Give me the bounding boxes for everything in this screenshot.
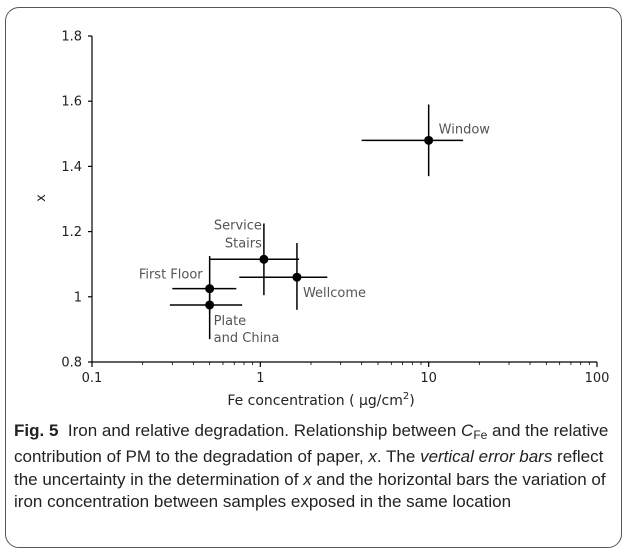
y-tick-label: 1.8 [61,30,82,45]
point-label: Service [214,218,262,233]
y-axis-label: x [34,194,49,202]
point-label: Stairs [225,236,262,251]
data-point [259,254,269,264]
data-point [292,272,302,282]
point-label: and China [214,331,280,346]
y-tick-label: 0.8 [61,356,82,371]
scatter-plot: 0.811.21.41.61.80.1 1 10 100 WindowServiceS… [34,30,609,410]
data-marks: Window Service Stairs Wellcome First Floor Pl… [139,104,491,346]
x-tick-label: 10 [420,371,437,386]
data-point [424,135,434,145]
y-tick-label: 1.2 [61,225,82,240]
point-label: Plate [214,314,247,329]
data-point-group: Wellcome [239,243,366,310]
caption-text: . The [376,447,421,467]
caption-variable: x [368,447,377,467]
figure-caption: Fig. 5 Iron and relative degradation. Re… [14,420,612,513]
x-tick-label: 0.1 [82,371,103,386]
caption-emphasis: vertical error bars [420,447,553,467]
caption-text: and the horizontal bars the variation of… [14,469,606,511]
caption-variable: x [303,469,312,489]
caption-symbol: C [461,421,474,440]
x-tick-label: 100 [585,371,610,386]
figure-number: Fig. 5 [14,421,59,440]
x-axis-label: Fe concentration ( µg/cm2) [227,391,414,409]
y-tick-label: 1 [74,290,82,305]
y-tick-label: 1.4 [61,160,82,175]
data-point-group: Service Stairs [209,218,300,296]
caption-text: and the relative contribution of PM to t… [14,421,609,467]
data-point-group: Plate and China [169,288,280,346]
axes: 0.8 1 1.2 1.4 1.6 1.8 0.1 1 10 100 [61,30,609,387]
caption-text: Relationship between [289,421,462,440]
caption-text: reflect the uncertainty in the determina… [14,447,604,489]
caption-title: Iron and relative degradation. [67,421,290,440]
point-label: Window [439,122,491,137]
x-tick-label: 1 [256,371,264,386]
y-tick-label: 1.6 [61,95,82,110]
data-point [205,300,215,310]
data-point-group: Window [361,104,491,177]
point-label: Wellcome [303,286,366,301]
caption-subscript: Fe [473,428,488,442]
point-label: First Floor [139,268,203,283]
